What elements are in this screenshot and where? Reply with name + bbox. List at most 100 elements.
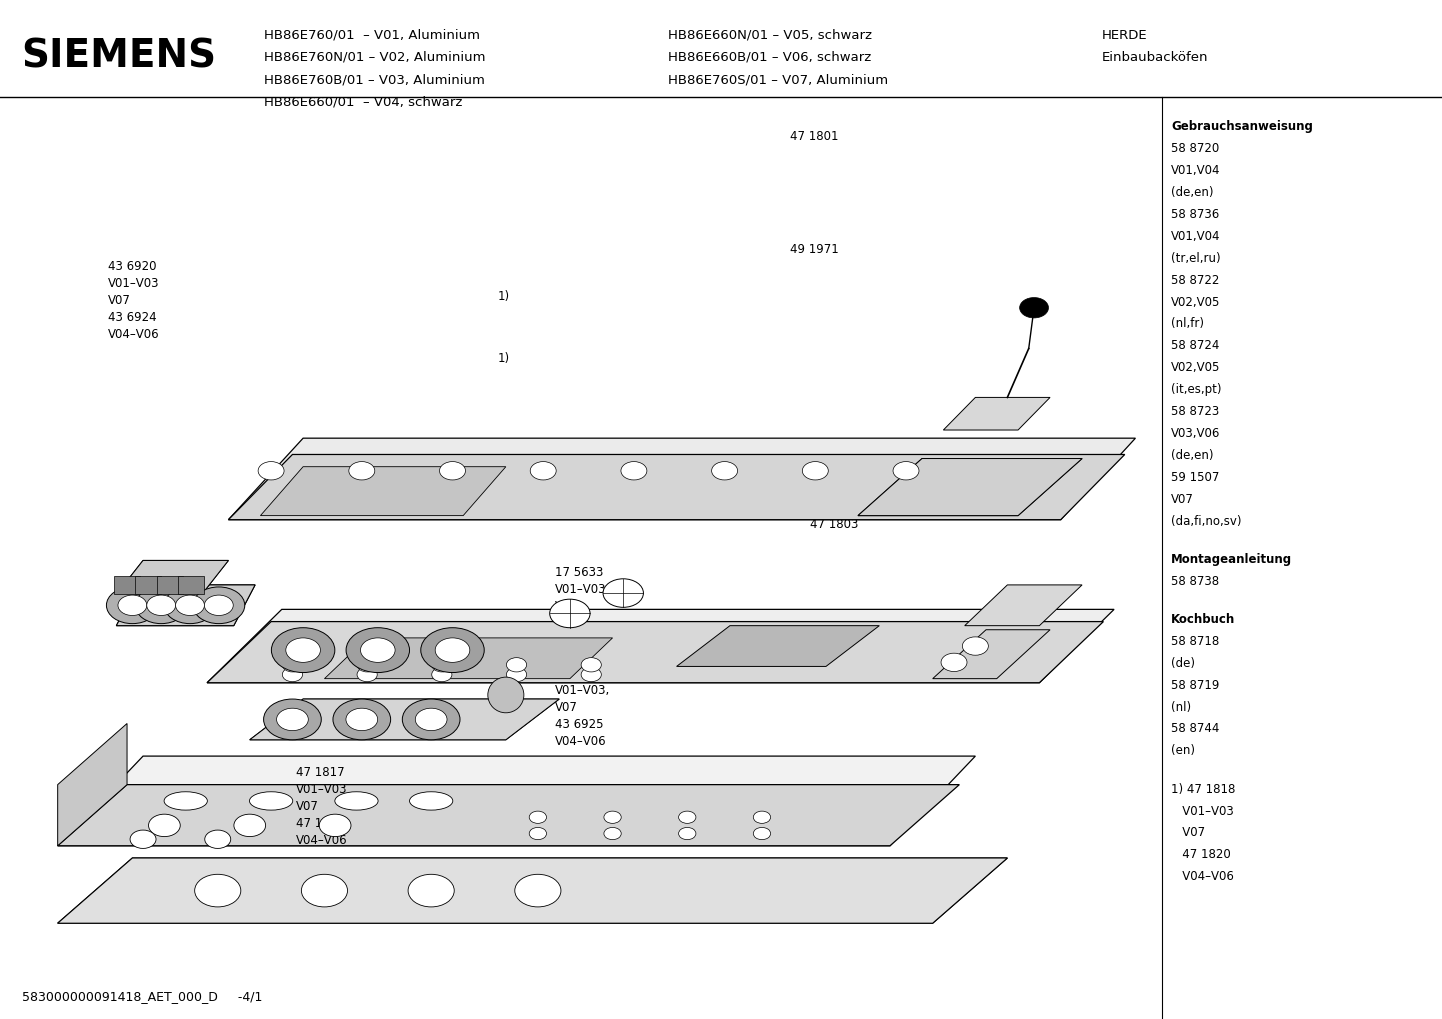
Circle shape <box>679 827 696 840</box>
Circle shape <box>753 827 770 840</box>
Text: 1) 47 1818: 1) 47 1818 <box>1171 783 1236 796</box>
Text: 1): 1) <box>497 290 509 304</box>
Polygon shape <box>965 585 1082 626</box>
Text: V02,V05: V02,V05 <box>1171 296 1220 309</box>
Text: V07: V07 <box>1171 826 1206 840</box>
Polygon shape <box>58 723 127 846</box>
Text: V07: V07 <box>1171 492 1194 505</box>
Ellipse shape <box>319 814 350 837</box>
Circle shape <box>435 638 470 662</box>
Text: 47 1820: 47 1820 <box>1171 848 1230 861</box>
Circle shape <box>346 628 410 673</box>
Polygon shape <box>933 630 1050 679</box>
Polygon shape <box>208 609 1115 683</box>
Bar <box>114 576 140 594</box>
Circle shape <box>136 587 187 624</box>
Circle shape <box>360 638 395 662</box>
Text: 58 8724: 58 8724 <box>1171 339 1220 353</box>
Circle shape <box>549 599 590 628</box>
Text: (de,en): (de,en) <box>1171 448 1213 462</box>
Circle shape <box>622 462 647 480</box>
Polygon shape <box>324 638 613 679</box>
Ellipse shape <box>164 792 208 810</box>
Text: 59 1507: 59 1507 <box>1171 471 1220 484</box>
Text: HERDE: HERDE <box>1102 29 1148 42</box>
Circle shape <box>271 628 335 673</box>
Circle shape <box>440 462 466 480</box>
Text: HB86E760/01  – V01, Aluminium: HB86E760/01 – V01, Aluminium <box>264 29 480 42</box>
Polygon shape <box>117 585 255 626</box>
Text: 58 8738: 58 8738 <box>1171 575 1218 588</box>
Ellipse shape <box>234 814 265 837</box>
Text: Kochbuch: Kochbuch <box>1171 612 1236 626</box>
Circle shape <box>358 657 378 672</box>
Text: V02,V05: V02,V05 <box>1171 361 1220 374</box>
Circle shape <box>431 657 451 672</box>
Polygon shape <box>111 560 228 601</box>
Circle shape <box>147 595 176 615</box>
Text: 47 1803: 47 1803 <box>810 518 859 531</box>
Circle shape <box>264 699 322 740</box>
Text: Montageanleitung: Montageanleitung <box>1171 552 1292 566</box>
Text: 43 6921
V01–V03,
V07
43 6925
V04–V06: 43 6921 V01–V03, V07 43 6925 V04–V06 <box>555 667 610 748</box>
Bar <box>136 576 162 594</box>
Text: (de): (de) <box>1171 656 1195 669</box>
Text: 58 8718: 58 8718 <box>1171 635 1218 648</box>
Circle shape <box>515 874 561 907</box>
Text: (tr,el,ru): (tr,el,ru) <box>1171 252 1220 265</box>
Circle shape <box>581 667 601 682</box>
Text: HB86E660N/01 – V05, schwarz: HB86E660N/01 – V05, schwarz <box>668 29 871 42</box>
Text: V01–V03: V01–V03 <box>1171 804 1234 817</box>
Text: (nl): (nl) <box>1171 700 1191 713</box>
Polygon shape <box>208 622 1103 683</box>
Circle shape <box>258 462 284 480</box>
Ellipse shape <box>335 792 378 810</box>
Circle shape <box>301 874 348 907</box>
Bar <box>157 576 183 594</box>
Circle shape <box>283 667 303 682</box>
Text: HB86E760N/01 – V02, Aluminium: HB86E760N/01 – V02, Aluminium <box>264 51 486 64</box>
Circle shape <box>205 595 234 615</box>
Text: 58 8722: 58 8722 <box>1171 273 1220 286</box>
Circle shape <box>118 595 147 615</box>
Text: V01,V04: V01,V04 <box>1171 164 1220 177</box>
Circle shape <box>604 811 622 823</box>
Circle shape <box>193 587 245 624</box>
Circle shape <box>333 699 391 740</box>
Circle shape <box>529 811 547 823</box>
Text: 58 8744: 58 8744 <box>1171 722 1220 736</box>
Polygon shape <box>111 560 228 601</box>
Circle shape <box>531 462 557 480</box>
Ellipse shape <box>487 678 523 713</box>
Circle shape <box>506 667 526 682</box>
Circle shape <box>415 708 447 731</box>
Text: 47 1817
V01–V03
V07
47 1819
V04–V06: 47 1817 V01–V03 V07 47 1819 V04–V06 <box>296 766 348 847</box>
Text: Einbaubacköfen: Einbaubacköfen <box>1102 51 1208 64</box>
Circle shape <box>421 628 485 673</box>
Circle shape <box>349 462 375 480</box>
Text: (de,en): (de,en) <box>1171 185 1213 199</box>
Text: V04–V06: V04–V06 <box>1171 870 1234 883</box>
Circle shape <box>346 708 378 731</box>
Circle shape <box>603 579 643 607</box>
Polygon shape <box>58 756 975 846</box>
Text: (nl,fr): (nl,fr) <box>1171 317 1204 330</box>
Circle shape <box>431 667 451 682</box>
Ellipse shape <box>410 792 453 810</box>
Circle shape <box>893 462 919 480</box>
Text: 1): 1) <box>497 352 509 365</box>
Text: 47 1801: 47 1801 <box>790 130 839 144</box>
Text: (en): (en) <box>1171 744 1195 757</box>
Circle shape <box>195 874 241 907</box>
Polygon shape <box>228 438 1135 520</box>
Circle shape <box>1019 298 1048 318</box>
Text: V03,V06: V03,V06 <box>1171 427 1220 440</box>
Polygon shape <box>249 699 559 740</box>
Text: HB86E760S/01 – V07, Aluminium: HB86E760S/01 – V07, Aluminium <box>668 73 888 87</box>
Circle shape <box>962 637 988 655</box>
Circle shape <box>581 657 601 672</box>
Polygon shape <box>943 397 1050 430</box>
Circle shape <box>712 462 737 480</box>
Text: (it,es,pt): (it,es,pt) <box>1171 383 1221 396</box>
Polygon shape <box>676 626 880 666</box>
